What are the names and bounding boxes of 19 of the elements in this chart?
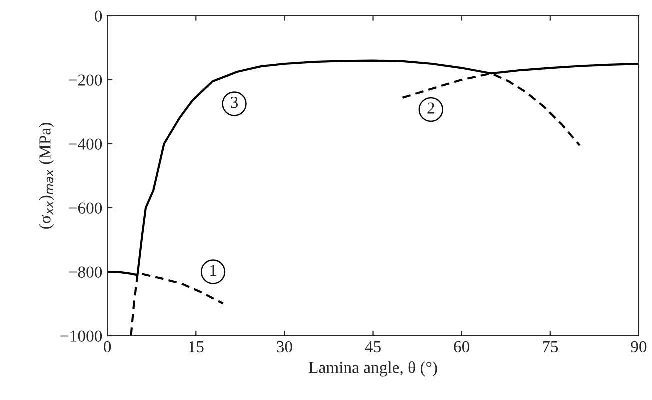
- x-tick-label: 45: [365, 341, 381, 353]
- x-tick-label: 30: [277, 341, 292, 353]
- x-tick-label: 90: [631, 341, 647, 353]
- x-tick-label: 15: [189, 341, 204, 353]
- x-tick-label: 75: [543, 342, 558, 353]
- x-axis-title: Lamina angle, θ (°): [309, 362, 438, 377]
- x-tick-label: 0: [104, 341, 112, 353]
- annotation: 3: [231, 96, 238, 108]
- line-series: [402, 72, 581, 147]
- y-tick-label: −400: [69, 138, 102, 150]
- y-tick-label: −800: [69, 266, 102, 278]
- y-tick-label: −1000: [60, 330, 102, 342]
- x-tick-label: 60: [454, 341, 470, 353]
- y-axis-title: (σ$_{xx}$)$_{max}$ (MPa): [39, 123, 54, 229]
- annotation: 2: [428, 102, 434, 114]
- annotation: 1: [210, 265, 216, 276]
- y-tick-label: −200: [69, 74, 102, 86]
- y-tick-label: 0: [95, 10, 102, 22]
- y-tick-label: −600: [69, 202, 102, 214]
